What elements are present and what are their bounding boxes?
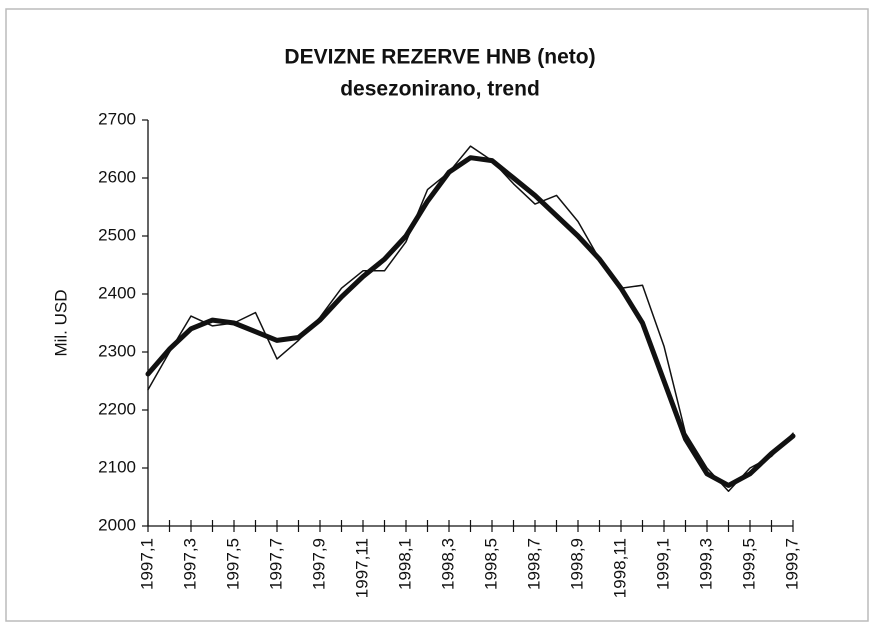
- y-tick-label: 2300: [98, 341, 136, 360]
- line-series: [145, 155, 796, 488]
- chart-subtitle: desezonirano, trend: [340, 78, 540, 101]
- y-axis-label: Mil. USD: [51, 289, 70, 356]
- y-tick-label: 2500: [98, 225, 136, 244]
- x-tick-label: 1999,1: [653, 538, 672, 590]
- x-tick-label: 1997,7: [266, 538, 285, 590]
- line-series: [147, 145, 794, 492]
- y-tick-label: 2000: [98, 515, 136, 534]
- x-tick-label: 1997,9: [309, 538, 328, 590]
- x-tick-label: 1998,5: [481, 538, 500, 590]
- y-tick-label: 2700: [98, 109, 136, 128]
- x-tick-label: 1998,3: [438, 538, 457, 590]
- x-tick-label: 1999,3: [696, 538, 715, 590]
- x-tick-label: 1998,11: [610, 538, 629, 598]
- frame: [5, 8, 869, 622]
- y-tick-label: 2200: [98, 399, 136, 418]
- x-tick-label: 1999,5: [739, 538, 758, 590]
- chart-title: DEVIZNE REZERVE HNB (neto): [284, 46, 595, 69]
- y-tick-label: 2100: [98, 457, 136, 476]
- x-tick-label: 1998,1: [395, 538, 414, 590]
- x-tick-label: 1997,3: [180, 538, 199, 590]
- x-tick-label: 1998,7: [524, 538, 543, 590]
- x-tick-label: 1998,9: [567, 538, 586, 590]
- x-tick-label: 1999,7: [782, 538, 801, 590]
- y-tick-label: 2600: [98, 167, 136, 186]
- x-tick-label: 1997,5: [223, 538, 242, 590]
- x-tick-label: 1997,11: [352, 538, 371, 598]
- x-tick-label: 1997,1: [137, 538, 156, 590]
- y-tick-label: 2400: [98, 283, 136, 302]
